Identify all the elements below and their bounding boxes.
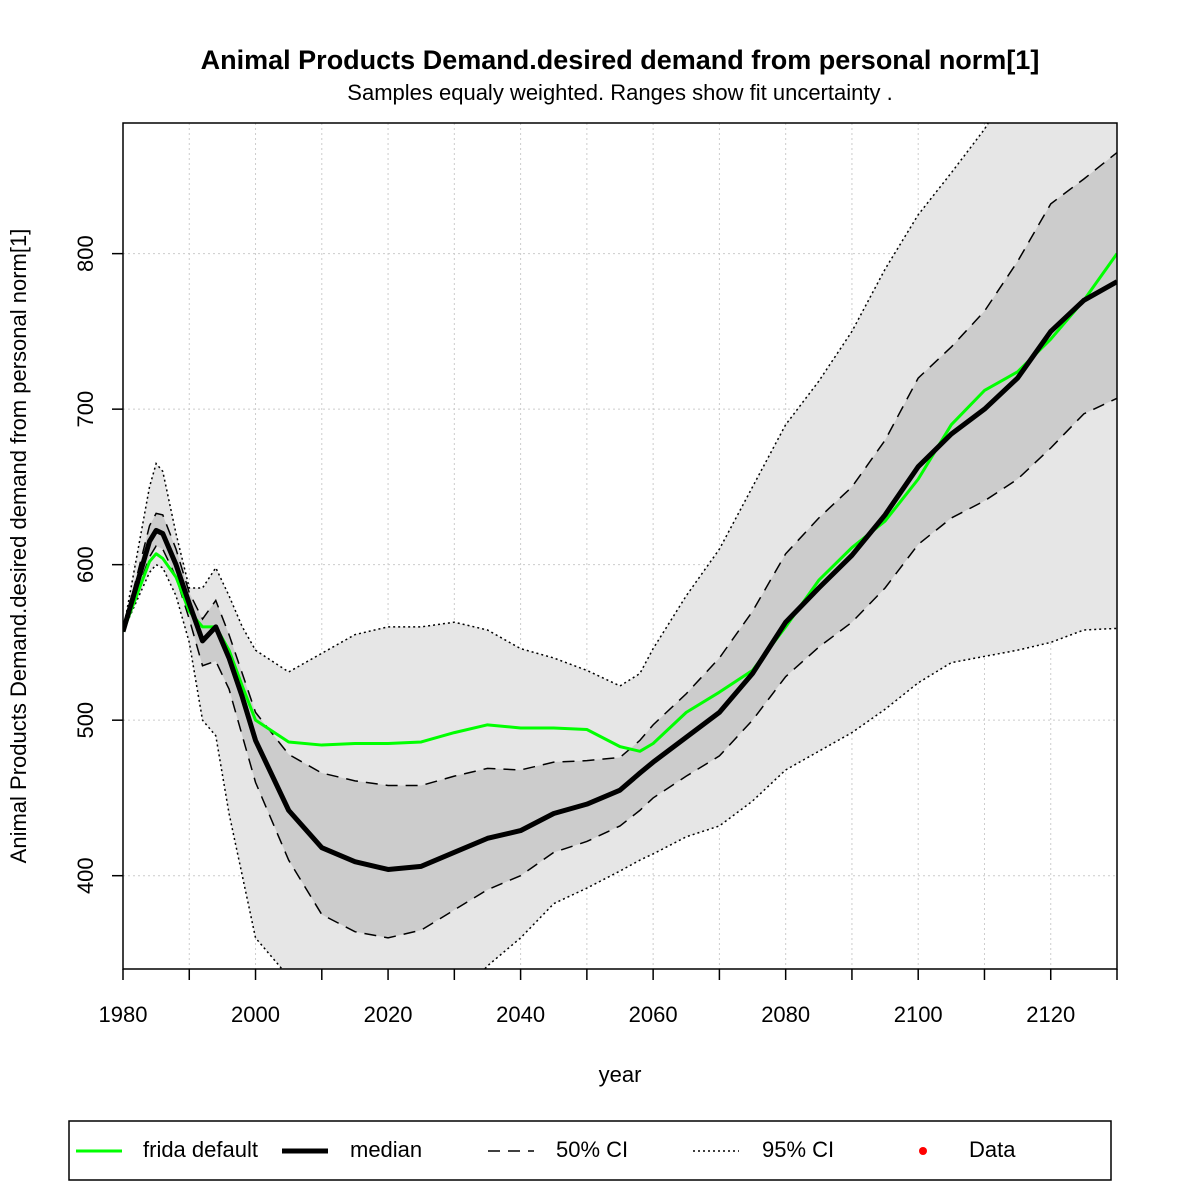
x-tick-label: 2040 [496, 1002, 545, 1027]
chart-title: Animal Products Demand.desired demand fr… [201, 45, 1040, 75]
ci-band [123, 152, 1117, 938]
ci-line [123, 397, 1117, 939]
series-line [123, 279, 1117, 872]
legend-label: 50% CI [556, 1137, 628, 1162]
x-tick-label: 2060 [629, 1002, 678, 1027]
plot-area [123, 123, 1117, 969]
series-line [123, 252, 1117, 753]
y-tick-label: 500 [73, 702, 98, 739]
y-tick-label: 600 [73, 546, 98, 583]
legend-label: 95% CI [762, 1137, 834, 1162]
legend-label: median [350, 1137, 422, 1162]
plot-frame [122, 122, 1118, 970]
y-axis-label: Animal Products Demand.desired demand fr… [6, 229, 31, 864]
ci-band [123, 123, 1117, 969]
chart-subtitle: Samples equaly weighted. Ranges show fit… [347, 80, 892, 105]
x-tick-label: 2000 [231, 1002, 280, 1027]
x-tick-label: 2120 [1026, 1002, 1075, 1027]
ci-line [123, 123, 990, 687]
y-tick-label: 800 [73, 235, 98, 272]
legend-label: frida default [143, 1137, 258, 1162]
x-tick-label: 2080 [761, 1002, 810, 1027]
ci-line [123, 151, 1117, 787]
x-tick-label: 2100 [894, 1002, 943, 1027]
x-tick-label: 1980 [99, 1002, 148, 1027]
x-axis-label: year [599, 1062, 642, 1087]
legend-label: Data [969, 1137, 1016, 1162]
legend-swatch [919, 1147, 927, 1155]
legend-box [68, 1120, 1112, 1181]
ci-line [123, 563, 1117, 969]
y-tick-label: 700 [73, 391, 98, 428]
y-tick-label: 400 [73, 857, 98, 894]
x-tick-label: 2020 [364, 1002, 413, 1027]
